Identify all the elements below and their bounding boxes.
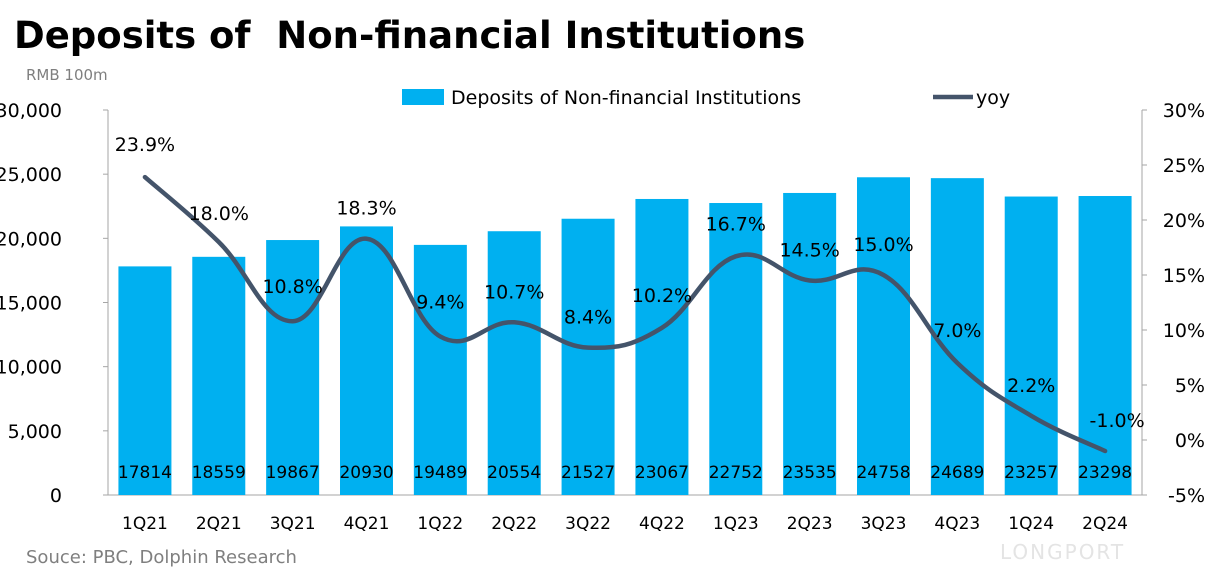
left-tick-label: 30,000 [0, 100, 62, 122]
bar-data-label: 23257 [1004, 463, 1058, 483]
bar-3Q21 [266, 240, 320, 495]
yoy-data-label: 14.5% [779, 240, 839, 262]
x-tick-label: 1Q24 [1008, 514, 1054, 534]
right-tick-label: 15% [1163, 265, 1205, 287]
bar-3Q23 [857, 177, 910, 495]
yoy-data-label: 8.4% [564, 307, 612, 329]
bar-2Q23 [783, 192, 837, 495]
source-note: Souce: PBC, Dolphin Research [26, 547, 297, 568]
yoy-data-label: 16.7% [706, 213, 766, 235]
yoy-data-label: 18.3% [336, 198, 396, 220]
bar-data-label: 23067 [635, 463, 689, 483]
bar-data-label: 22752 [709, 463, 763, 483]
bar-4Q21 [340, 226, 393, 496]
bar-2Q21 [192, 256, 246, 495]
x-tick-label: 4Q21 [344, 514, 390, 534]
right-tick-label: 0% [1175, 430, 1205, 452]
bar-data-label: 24758 [856, 463, 910, 483]
bar-1Q23 [709, 203, 763, 496]
left-tick-label: 20,000 [0, 228, 62, 250]
x-tick-label: 3Q21 [270, 514, 316, 534]
bar-data-label: 23298 [1078, 463, 1132, 483]
x-tick-label: 4Q23 [934, 514, 980, 534]
right-tick-label: 25% [1163, 155, 1205, 177]
bar-data-label: 18559 [192, 463, 246, 483]
yoy-data-label: 7.0% [933, 320, 981, 342]
left-tick-label: 25,000 [0, 164, 62, 186]
yoy-data-label: 15.0% [853, 234, 913, 256]
bar-2Q22 [487, 231, 541, 495]
yoy-data-label: 18.0% [189, 203, 249, 225]
x-tick-label: 2Q22 [491, 514, 537, 534]
bar-1Q24 [1004, 196, 1058, 496]
bar-1Q21 [118, 266, 172, 495]
right-tick-label: -5% [1168, 485, 1205, 507]
yoy-data-label: 23.9% [115, 134, 175, 156]
left-tick-label: 5,000 [8, 421, 62, 443]
bar-data-label: 19867 [266, 463, 320, 483]
bar-4Q23 [930, 178, 984, 495]
yoy-data-label: 10.2% [632, 285, 692, 307]
yoy-data-label: 10.7% [484, 281, 544, 303]
bar-1Q22 [413, 244, 467, 495]
watermark-logo: LONGPORT [1000, 540, 1126, 564]
x-tick-label: 2Q23 [787, 514, 833, 534]
bar-data-label: 23535 [783, 463, 837, 483]
x-tick-label: 1Q23 [713, 514, 759, 534]
right-tick-label: 10% [1163, 320, 1205, 342]
legend-label-yoy: yoy [976, 87, 1010, 109]
bar-data-label: 21527 [561, 463, 615, 483]
left-tick-label: 10,000 [0, 357, 62, 379]
x-tick-label: 2Q21 [196, 514, 242, 534]
bar-3Q22 [561, 218, 615, 496]
legend-swatch-deposits [402, 89, 444, 105]
x-tick-label: 1Q22 [417, 514, 463, 534]
yoy-data-label: -1.0% [1090, 410, 1145, 432]
legend-label-deposits: Deposits of Non-financial Institutions [451, 87, 801, 109]
x-tick-label: 2Q24 [1082, 514, 1128, 534]
yoy-data-label: 10.8% [262, 276, 322, 298]
x-tick-label: 3Q22 [565, 514, 611, 534]
x-tick-label: 1Q21 [122, 514, 168, 534]
x-tick-label: 3Q23 [861, 514, 907, 534]
bar-data-label: 17814 [118, 463, 172, 483]
right-tick-label: 5% [1175, 375, 1205, 397]
left-tick-label: 0 [50, 485, 62, 507]
bar-data-label: 19489 [413, 463, 467, 483]
bar-4Q22 [635, 198, 689, 495]
chart-title: Deposits of Non-financial Institutions [14, 14, 806, 57]
bar-data-label: 24689 [930, 463, 984, 483]
bar-data-label: 20930 [339, 463, 393, 483]
x-tick-label: 4Q22 [639, 514, 685, 534]
right-tick-label: 30% [1163, 100, 1205, 122]
yoy-line [142, 174, 1108, 454]
yoy-data-label: 9.4% [416, 292, 464, 314]
yoy-data-label: 2.2% [1007, 375, 1055, 397]
left-tick-label: 15,000 [0, 293, 62, 315]
bar-data-label: 20554 [487, 463, 541, 483]
right-tick-label: 20% [1163, 210, 1205, 232]
unit-label: RMB 100m [26, 66, 108, 84]
